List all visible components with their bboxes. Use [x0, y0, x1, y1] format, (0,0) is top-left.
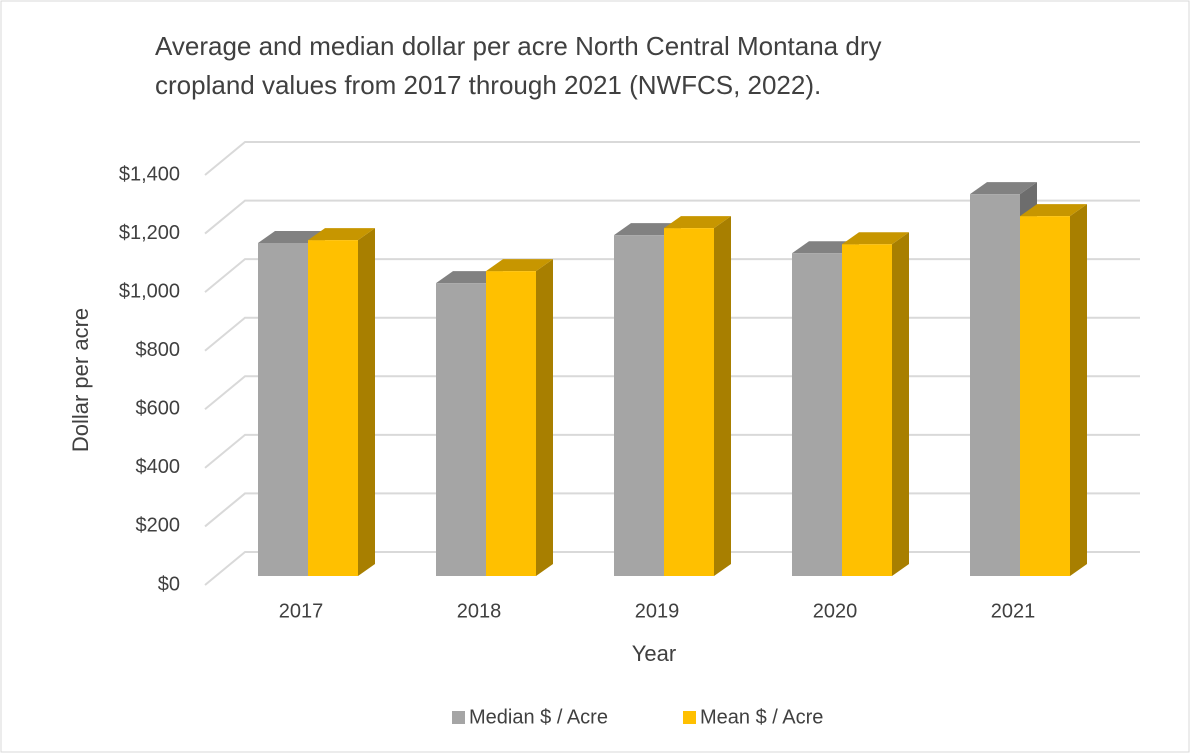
y-tick-label: $200: [136, 515, 181, 537]
y-tick-label: $1,400: [119, 163, 180, 185]
legend-label: Median $ / Acre: [469, 706, 608, 728]
bar-front: [792, 253, 842, 576]
x-tick-label: 2017: [279, 600, 324, 622]
bar: [1020, 204, 1087, 577]
bar-top: [664, 216, 731, 229]
bar: [308, 228, 375, 577]
legend-swatch: [683, 711, 696, 724]
bar-front: [486, 271, 536, 576]
bar: [664, 216, 731, 577]
x-axis-label: Year: [632, 641, 676, 666]
bar-front: [842, 244, 892, 576]
y-tick-label: $0: [158, 573, 180, 595]
bar-front: [664, 228, 714, 577]
x-tick-label: 2018: [457, 600, 502, 622]
bar-top: [1020, 204, 1087, 217]
y-tick-label: $600: [136, 398, 181, 420]
bar-front: [258, 243, 308, 576]
bar-side: [714, 216, 731, 577]
y-tick-label: $800: [136, 339, 181, 361]
y-tick-label: $1,000: [119, 280, 180, 302]
bar-top: [308, 228, 375, 241]
bar-side: [892, 232, 909, 576]
legend-swatch: [452, 711, 465, 724]
x-tick-label: 2019: [635, 600, 680, 622]
bar: [486, 259, 553, 576]
chart-title: cropland values from 2017 through 2021 (…: [155, 70, 821, 100]
legend-label: Mean $ / Acre: [700, 706, 823, 728]
x-tick-label: 2021: [991, 600, 1036, 622]
y-tick-label: $1,200: [119, 222, 180, 244]
bar-side: [358, 228, 375, 577]
bar-top: [842, 232, 909, 245]
chart-title: Average and median dollar per acre North…: [155, 31, 881, 61]
grid-line: [204, 199, 1140, 235]
bar-front: [614, 235, 664, 576]
y-axis-label: Dollar per acre: [68, 308, 93, 452]
bar-front: [436, 283, 486, 576]
bar-front: [1020, 216, 1070, 577]
bar-side: [536, 259, 553, 576]
bar-side: [1070, 204, 1087, 577]
bar-top: [486, 259, 553, 272]
grid-line: [204, 141, 1140, 176]
bar: [842, 232, 909, 576]
bar-front: [308, 240, 358, 577]
bar-front: [970, 194, 1020, 576]
y-tick-label: $400: [136, 456, 181, 478]
x-tick-label: 2020: [813, 600, 858, 622]
bar-top: [970, 182, 1037, 195]
